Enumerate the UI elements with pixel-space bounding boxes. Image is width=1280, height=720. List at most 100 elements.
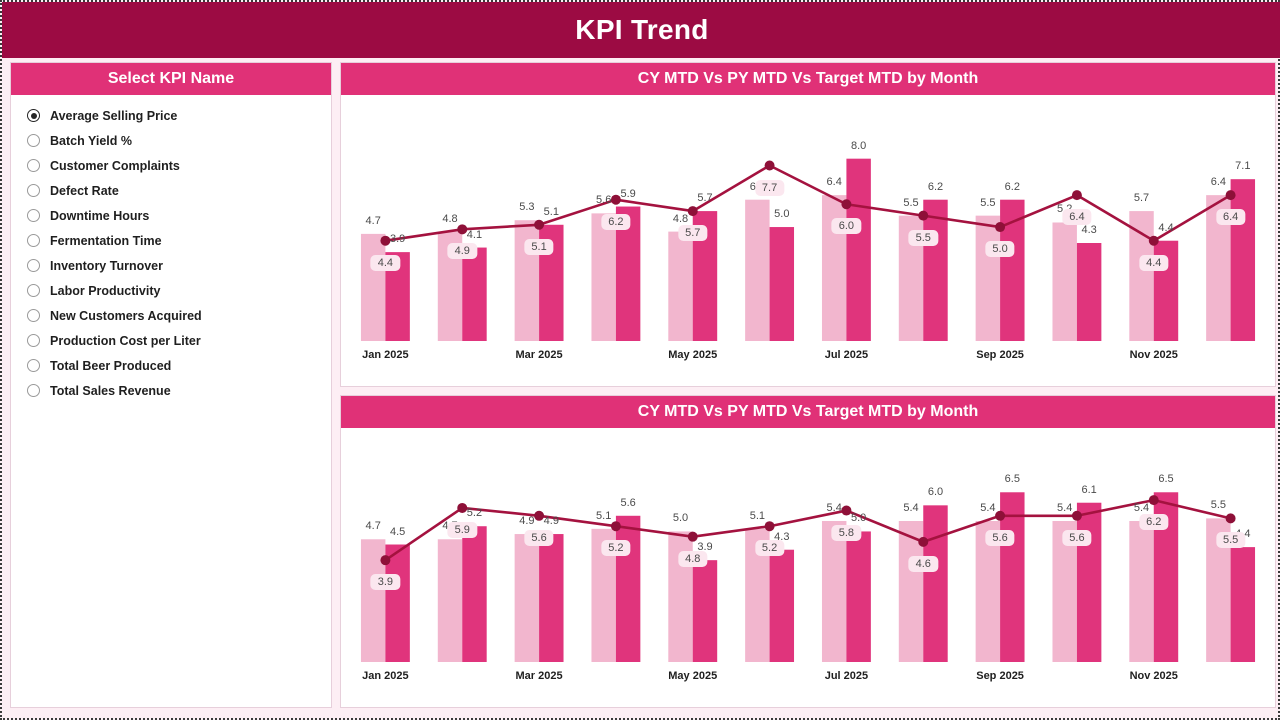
radio-unselected-icon[interactable] <box>27 359 40 372</box>
target-marker[interactable] <box>534 510 545 521</box>
target-marker[interactable] <box>1225 190 1236 201</box>
kpi-option-inventory-turnover[interactable]: Inventory Turnover <box>27 253 331 278</box>
target-line[interactable] <box>384 164 1232 243</box>
bar-value-label: 5.1 <box>543 205 559 218</box>
chart-plot-ytd[interactable]: 4.74.54.75.24.94.95.15.65.03.95.14.35.45… <box>341 428 1275 670</box>
radio-unselected-icon[interactable] <box>27 259 40 272</box>
bar-py[interactable] <box>692 560 718 662</box>
bar-py[interactable] <box>385 544 410 663</box>
radio-unselected-icon[interactable] <box>27 159 40 172</box>
x-axis-tick: Mar 2025 <box>515 349 563 361</box>
target-marker[interactable] <box>995 510 1006 521</box>
bar-actual[interactable] <box>668 231 693 341</box>
target-marker[interactable] <box>1148 495 1159 506</box>
radio-unselected-icon[interactable] <box>27 284 40 297</box>
target-marker[interactable] <box>1148 235 1159 246</box>
target-marker[interactable] <box>841 505 852 516</box>
bar-py[interactable] <box>1000 492 1025 662</box>
radio-unselected-icon[interactable] <box>27 384 40 397</box>
target-marker[interactable] <box>687 531 698 542</box>
target-value-label: 5.0 <box>985 241 1015 258</box>
kpi-option-label: Downtime Hours <box>50 208 150 223</box>
target-line[interactable] <box>384 498 1232 562</box>
radio-unselected-icon[interactable] <box>27 234 40 247</box>
bar-py[interactable] <box>1230 547 1256 662</box>
bar-actual[interactable] <box>745 199 770 341</box>
radio-unselected-icon[interactable] <box>27 334 40 347</box>
bar-py[interactable] <box>1076 243 1102 341</box>
bar-py[interactable] <box>1076 502 1102 662</box>
kpi-option-fermentation-time[interactable]: Fermentation Time <box>27 228 331 253</box>
bar-actual[interactable] <box>821 195 847 341</box>
target-marker[interactable] <box>1071 190 1082 201</box>
chart-plot-mtd[interactable]: 4.73.94.84.15.35.15.65.94.85.76.25.06.48… <box>341 95 1275 349</box>
bar-py[interactable] <box>846 158 871 341</box>
bar-py[interactable] <box>769 549 795 662</box>
kpi-option-new-customers-acquired[interactable]: New Customers Acquired <box>27 303 331 328</box>
target-marker[interactable] <box>457 502 468 513</box>
kpi-option-batch-yield[interactable]: Batch Yield % <box>27 128 331 153</box>
bar-py[interactable] <box>462 526 487 662</box>
bar-value-label: 5.4 <box>1057 502 1073 514</box>
bar-value-label: 4.8 <box>442 212 458 225</box>
bar-py[interactable] <box>1230 179 1256 341</box>
bar-actual[interactable] <box>1129 521 1154 662</box>
target-value-label: 5.1 <box>524 238 554 255</box>
target-marker[interactable] <box>995 222 1006 233</box>
kpi-name-slicer[interactable]: Select KPI Name Average Selling Price Bat… <box>10 62 332 708</box>
kpi-option-defect-rate[interactable]: Defect Rate <box>27 178 331 203</box>
target-marker[interactable] <box>764 521 775 532</box>
target-marker[interactable] <box>380 555 391 566</box>
bar-actual[interactable] <box>1129 211 1154 341</box>
bar-py[interactable] <box>846 531 871 662</box>
target-value-label: 4.4 <box>1139 254 1169 271</box>
kpi-option-downtime-hours[interactable]: Downtime Hours <box>27 203 331 228</box>
bar-actual[interactable] <box>975 215 1001 341</box>
kpi-option-customer-complaints[interactable]: Customer Complaints <box>27 153 331 178</box>
bar-actual[interactable] <box>1052 222 1077 341</box>
radio-unselected-icon[interactable] <box>27 134 40 147</box>
target-marker[interactable] <box>1071 510 1082 521</box>
target-marker[interactable] <box>380 235 391 246</box>
bar-actual[interactable] <box>591 213 616 341</box>
radio-unselected-icon[interactable] <box>27 184 40 197</box>
target-marker[interactable] <box>534 219 545 230</box>
chart-card-mtd: CY MTD Vs PY MTD Vs Target MTD by Month … <box>340 62 1276 436</box>
kpi-option-labor-productivity[interactable]: Labor Productivity <box>27 278 331 303</box>
bar-value-label: 3.9 <box>389 233 406 246</box>
bar-value-label: 5.7 <box>1133 192 1150 205</box>
radio-unselected-icon[interactable] <box>27 309 40 322</box>
bar-actual[interactable] <box>514 534 540 662</box>
radio-unselected-icon[interactable] <box>27 209 40 222</box>
page-header: KPI Trend <box>2 2 1280 58</box>
bar-value-label: 5.0 <box>774 208 790 221</box>
target-marker[interactable] <box>841 199 852 210</box>
target-marker[interactable] <box>687 206 698 217</box>
bar-actual[interactable] <box>437 539 463 662</box>
bar-py[interactable] <box>923 199 948 341</box>
kpi-option-total-sales-revenue[interactable]: Total Sales Revenue <box>27 378 331 403</box>
chart-xaxis-ytd: Jan 2025 Mar 2025 May 2025 Jul 2025 Sep 2025… <box>341 670 1275 692</box>
target-marker[interactable] <box>1225 513 1236 524</box>
bar-value-label: 6.5 <box>1004 473 1020 486</box>
target-marker[interactable] <box>764 160 775 171</box>
bar-actual[interactable] <box>821 521 847 662</box>
bar-py[interactable] <box>923 505 948 662</box>
kpi-option-average-selling-price[interactable]: Average Selling Price <box>27 103 331 128</box>
bar-py[interactable] <box>769 227 795 341</box>
target-marker[interactable] <box>918 536 929 547</box>
bar-actual[interactable] <box>360 233 386 341</box>
kpi-option-list[interactable]: Average Selling Price Batch Yield % Custom… <box>11 95 331 403</box>
target-marker[interactable] <box>918 210 929 221</box>
bar-py[interactable] <box>615 515 641 662</box>
bar-value-label: 5.5 <box>980 196 996 209</box>
radio-selected-icon[interactable] <box>27 109 40 122</box>
target-marker[interactable] <box>610 194 621 205</box>
bar-py[interactable] <box>539 534 564 662</box>
kpi-option-label: New Customers Acquired <box>50 308 202 323</box>
kpi-option-total-beer-produced[interactable]: Total Beer Produced <box>27 353 331 378</box>
target-marker[interactable] <box>457 224 468 235</box>
kpi-option-production-cost-per-liter[interactable]: Production Cost per Liter <box>27 328 331 353</box>
bar-py[interactable] <box>462 247 487 341</box>
target-marker[interactable] <box>610 521 621 532</box>
